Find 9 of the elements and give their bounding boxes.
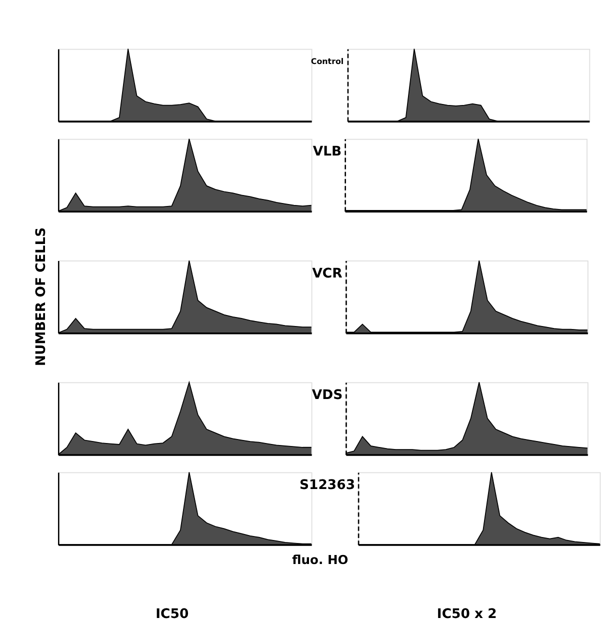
y-axis-title: NUMBER OF CELLS <box>34 227 49 366</box>
text: VCR <box>312 266 342 282</box>
text: VLB <box>312 144 342 160</box>
text: Control <box>310 56 344 66</box>
text: IC50 <box>156 606 189 622</box>
text: IC50 x 2 <box>436 606 497 622</box>
text: VDS <box>312 388 343 404</box>
x-axis-title: fluo. HO <box>292 552 348 567</box>
text: S12363 <box>300 478 356 494</box>
